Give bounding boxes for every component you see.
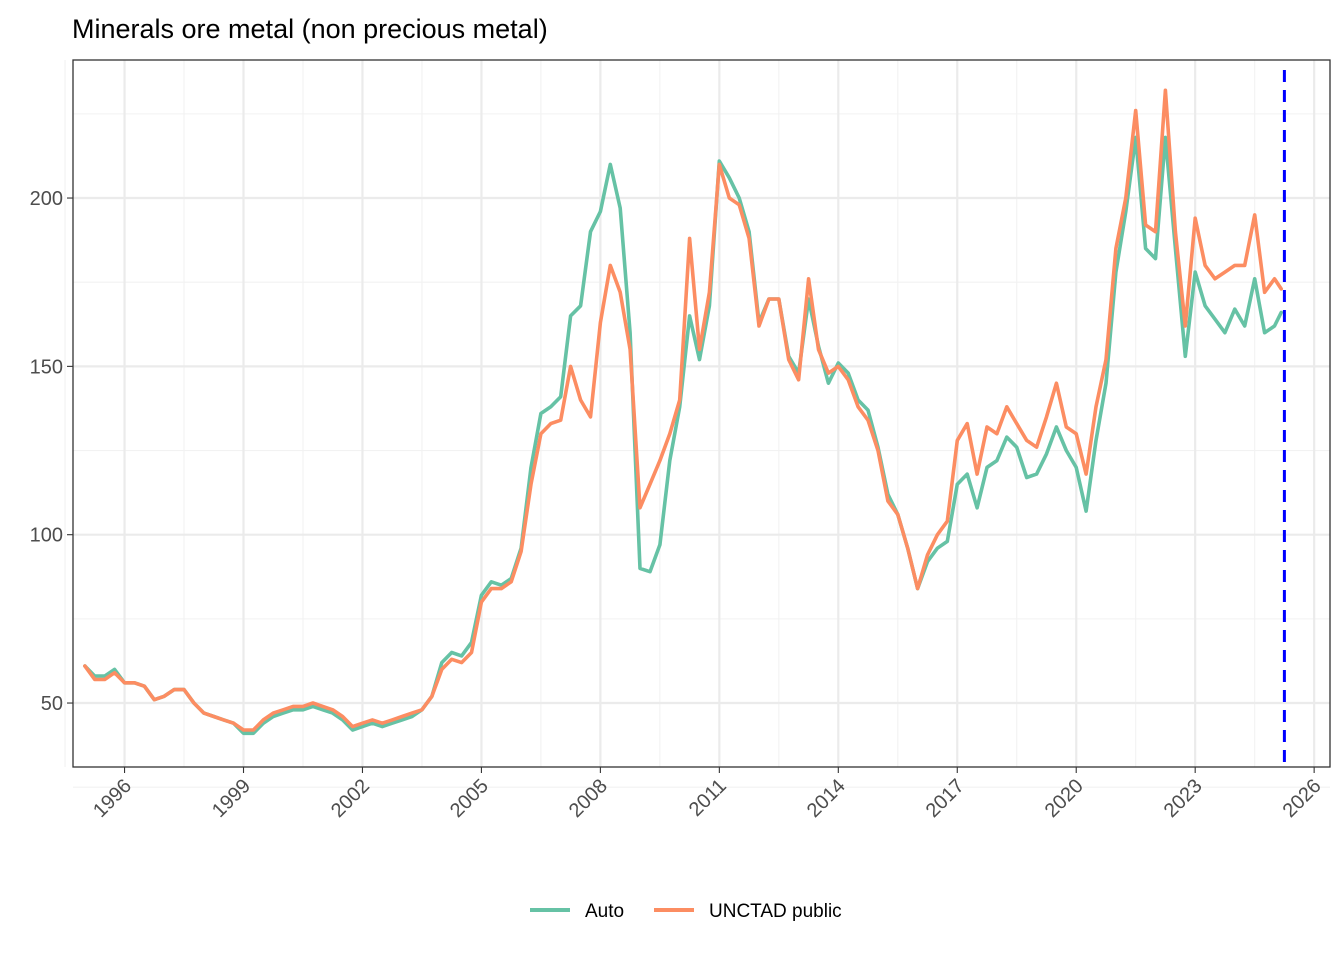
series-layer <box>83 88 1283 736</box>
x-tick-label: 2011 <box>685 775 731 821</box>
series-line-auto <box>83 135 1283 736</box>
y-tick-label: 100 <box>30 525 63 547</box>
major-grid <box>73 60 1330 767</box>
x-tick-label: 1999 <box>208 775 255 822</box>
x-tick-label: 1996 <box>89 775 136 822</box>
x-axis: 1996 1999 2002 2005 2008 2011 2014 2017 2020 2023… <box>89 767 1326 822</box>
x-tick-label: 2002 <box>327 775 374 822</box>
y-axis: 50 100 150 200 <box>30 188 73 715</box>
legend-label-unctad-public: UNCTAD public <box>709 901 842 922</box>
x-tick-label: 2008 <box>565 775 612 822</box>
y-tick-label: 50 <box>41 693 63 715</box>
series-line-unctad-public <box>83 88 1283 732</box>
chart-title: Minerals ore metal (non precious metal) <box>72 14 548 44</box>
y-tick-label: 150 <box>30 356 63 378</box>
x-tick-label: 2017 <box>922 775 969 822</box>
plot-border <box>72 59 1331 768</box>
y-tick-label: 200 <box>30 188 63 210</box>
legend: Auto UNCTAD public <box>530 901 842 922</box>
x-tick-label: 2005 <box>446 775 493 822</box>
x-tick-label: 2020 <box>1041 775 1088 822</box>
x-tick-label: 2014 <box>803 775 850 822</box>
x-tick-label: 2023 <box>1160 775 1207 822</box>
x-tick-label: 2026 <box>1279 775 1326 822</box>
plot-panel <box>73 60 1330 767</box>
legend-label-auto: Auto <box>585 901 624 922</box>
